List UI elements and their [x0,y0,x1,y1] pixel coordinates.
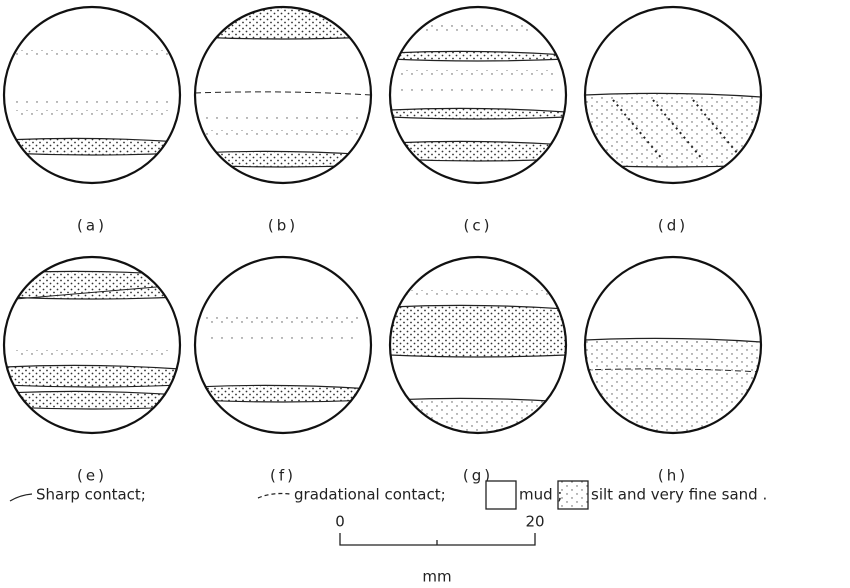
panels: (a) (b) (c) (d) (e) (f) (g) (h) [4,5,761,484]
legend-mud: mud ; [519,486,562,504]
core-panel: (c) [390,7,566,235]
legend-silt: silt and very fine sand . [591,486,767,504]
silt-lamina [14,110,170,117]
silt-layer [195,5,371,39]
silt-lamina [205,315,361,323]
silt-lamina [400,70,556,75]
silt-layer [390,398,566,442]
core-layers [195,5,371,167]
silt-layer [390,51,566,61]
legend: Sharp contact; gradational contact; mud … [10,481,767,509]
scale-unit: mm [422,568,451,586]
silt-layer [585,338,761,442]
core-panel: (f) [195,257,371,485]
core-panel: (b) [195,5,371,234]
silt-lamina [14,350,170,357]
panel-label: (b) [268,217,298,235]
silt-lamina [400,290,556,297]
scale-bar: 0 20 mm [335,513,544,586]
scale-end: 20 [525,513,544,531]
core-layers [195,315,371,402]
silt-lamina [14,100,170,105]
silt-lamina [205,130,361,135]
core-layers [585,93,761,167]
silt-lamina [205,335,361,339]
silt-lamina [400,87,556,91]
core-layers [390,290,566,442]
silt-layer [585,93,761,167]
silt-layer [390,305,566,357]
core-panel: (e) [4,257,180,485]
legend-gradational: gradational contact; [294,486,446,504]
core-panel: (g) [390,257,566,485]
scale-line [340,533,535,545]
silt-layer [390,108,566,119]
silt-layer [4,365,180,387]
mud-swatch [486,481,516,509]
silt-layer [4,271,180,299]
panel-label: (a) [77,217,107,235]
core-outline [195,257,371,433]
gradational-glyph [258,494,290,499]
gradational-contact [195,92,371,95]
core-layers [390,25,566,161]
core-outline [4,7,180,183]
silt-swatch [558,481,588,509]
silt-layer [4,138,180,155]
core-panel: (a) [4,7,180,235]
silt-lamina [205,115,361,120]
core-layers [4,50,180,155]
panel-label: (f) [270,467,296,485]
silt-lamina [14,50,170,57]
legend-sharp: Sharp contact; [36,486,146,504]
core-panel: (h) [585,257,761,485]
silt-lamina [595,340,751,345]
figure: (a) (b) (c) (d) (e) (f) (g) (h) Sharp contact; … [0,0,850,588]
panel-label: (h) [658,467,688,485]
panel-label: (d) [658,217,688,235]
panel-label: (e) [77,467,107,485]
panel-label: (c) [464,217,493,235]
core-panel: (d) [585,7,761,235]
core-layers [585,338,761,442]
scale-start: 0 [335,513,345,531]
silt-layer [195,385,371,402]
core-layers [4,271,180,409]
sharp-glyph [10,494,32,501]
